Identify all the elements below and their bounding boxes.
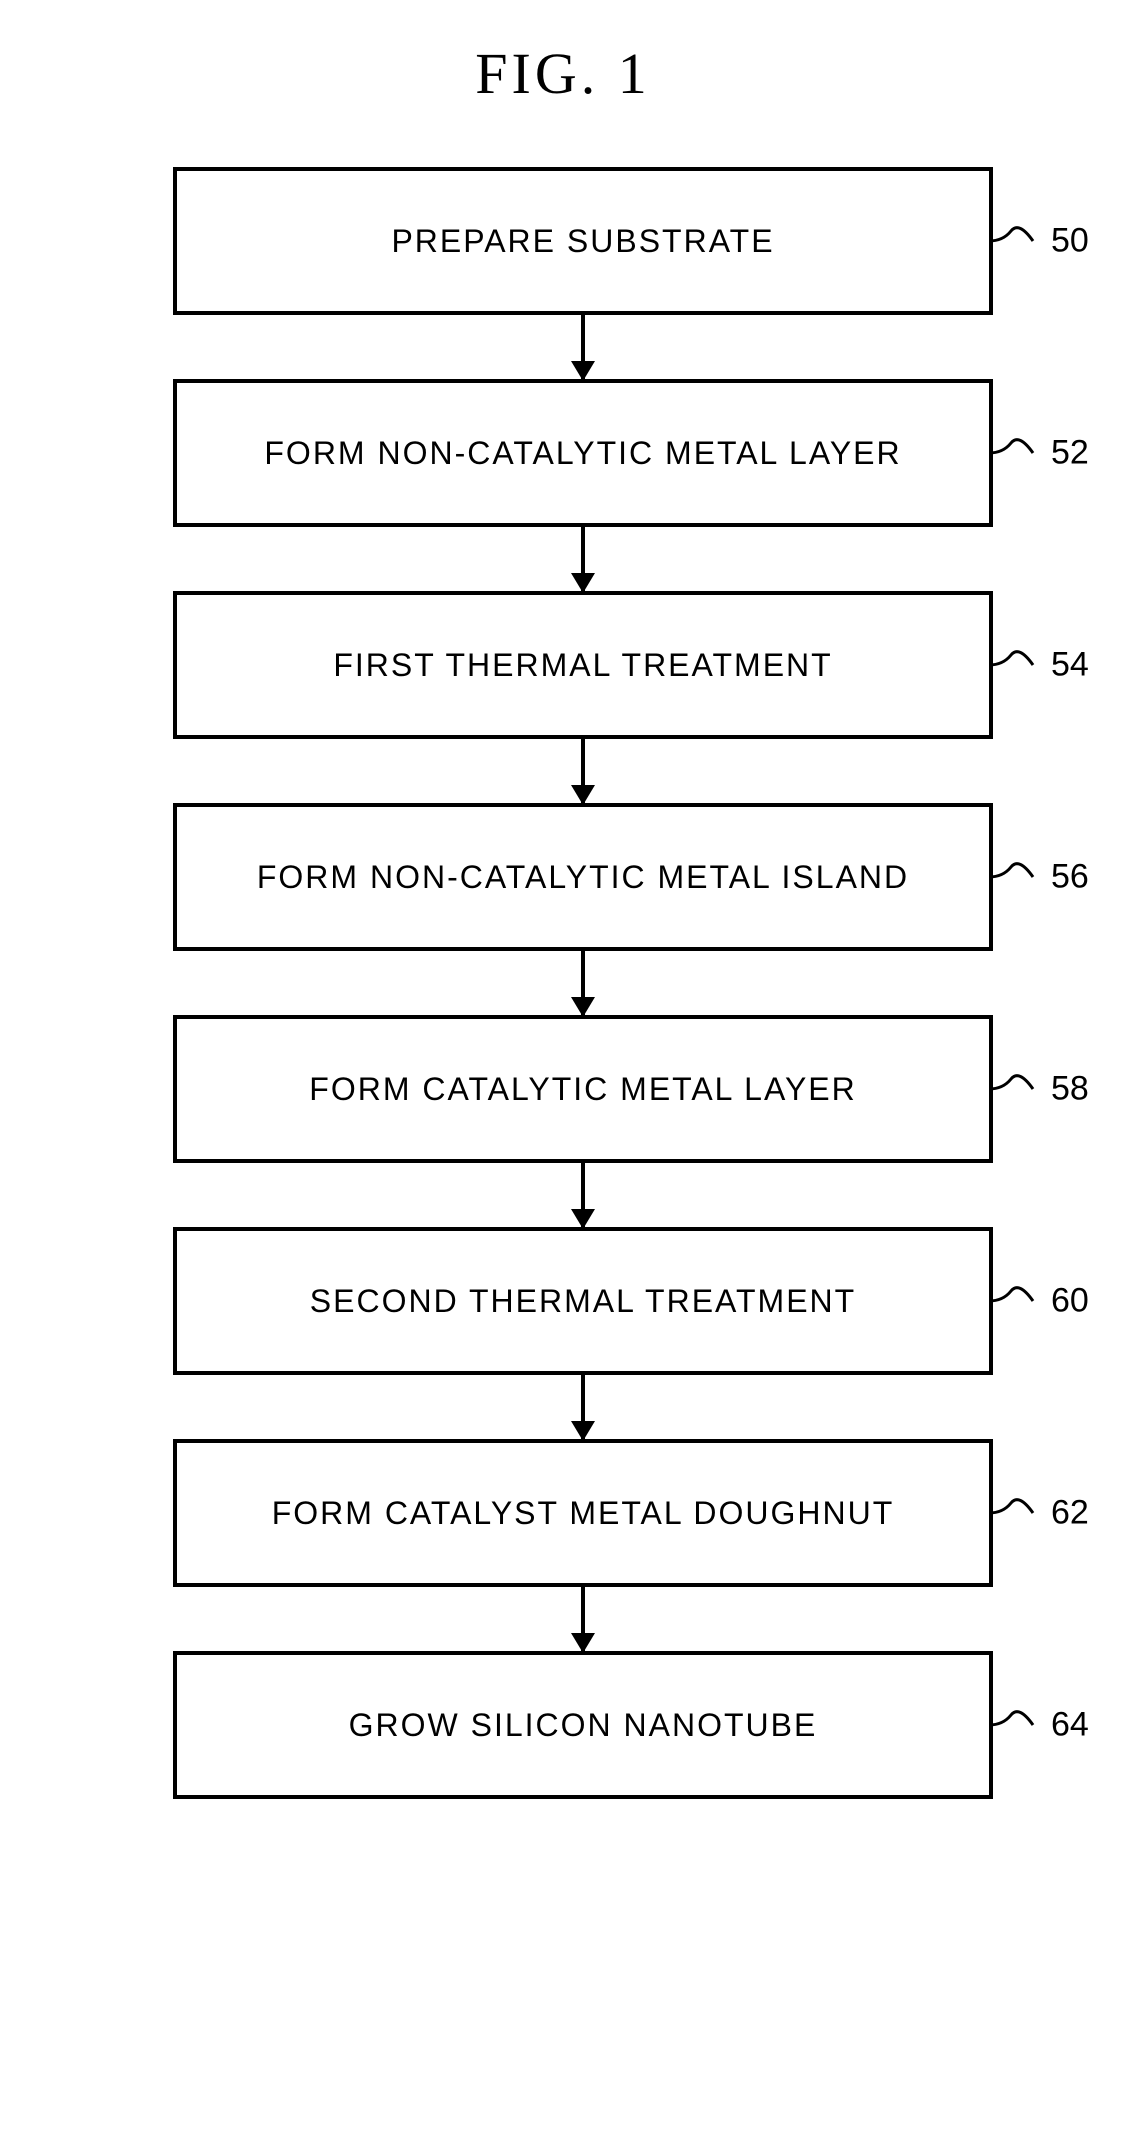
ref-connector: 50 — [989, 219, 1045, 263]
flow-arrow-icon — [581, 1587, 585, 1651]
step-ref: 56 — [1051, 858, 1089, 897]
step-label: FIRST THERMAL TREATMENT — [333, 647, 832, 684]
flow-arrow-icon — [581, 1163, 585, 1227]
step-label: FORM NON-CATALYTIC METAL ISLAND — [257, 859, 909, 896]
step-box: FORM CATALYST METAL DOUGHNUT 62 — [173, 1439, 993, 1587]
flow-arrow-icon — [581, 951, 585, 1015]
step-ref: 54 — [1051, 646, 1089, 685]
step-label: FORM CATALYST METAL DOUGHNUT — [272, 1495, 895, 1532]
step-label: FORM NON-CATALYTIC METAL LAYER — [264, 435, 901, 472]
step-ref: 64 — [1051, 1706, 1089, 1745]
connector-curve-icon — [989, 1279, 1045, 1323]
ref-connector: 54 — [989, 643, 1045, 687]
step-label: GROW SILICON NANOTUBE — [349, 1707, 818, 1744]
step-box: GROW SILICON NANOTUBE 64 — [173, 1651, 993, 1799]
step-ref: 58 — [1051, 1070, 1089, 1109]
step-label: SECOND THERMAL TREATMENT — [310, 1283, 856, 1320]
step-box: FORM CATALYTIC METAL LAYER 58 — [173, 1015, 993, 1163]
ref-connector: 64 — [989, 1703, 1045, 1747]
ref-connector: 52 — [989, 431, 1045, 475]
step-label: PREPARE SUBSTRATE — [391, 223, 774, 260]
step-ref: 52 — [1051, 434, 1089, 473]
ref-connector: 56 — [989, 855, 1045, 899]
connector-curve-icon — [989, 1703, 1045, 1747]
flow-arrow-icon — [581, 527, 585, 591]
step-ref: 60 — [1051, 1282, 1089, 1321]
step-ref: 50 — [1051, 222, 1089, 261]
step-box: FORM NON-CATALYTIC METAL LAYER 52 — [173, 379, 993, 527]
flowchart: PREPARE SUBSTRATE 50 FORM NON-CATALYTIC … — [60, 167, 1106, 1799]
connector-curve-icon — [989, 643, 1045, 687]
figure-title: FIG. 1 — [20, 40, 1106, 107]
flow-arrow-icon — [581, 315, 585, 379]
flow-arrow-icon — [581, 1375, 585, 1439]
step-box: FORM NON-CATALYTIC METAL ISLAND 56 — [173, 803, 993, 951]
ref-connector: 58 — [989, 1067, 1045, 1111]
connector-curve-icon — [989, 1067, 1045, 1111]
step-label: FORM CATALYTIC METAL LAYER — [309, 1071, 856, 1108]
step-box: FIRST THERMAL TREATMENT 54 — [173, 591, 993, 739]
connector-curve-icon — [989, 431, 1045, 475]
step-ref: 62 — [1051, 1494, 1089, 1533]
step-box: SECOND THERMAL TREATMENT 60 — [173, 1227, 993, 1375]
ref-connector: 60 — [989, 1279, 1045, 1323]
step-box: PREPARE SUBSTRATE 50 — [173, 167, 993, 315]
connector-curve-icon — [989, 855, 1045, 899]
ref-connector: 62 — [989, 1491, 1045, 1535]
connector-curve-icon — [989, 1491, 1045, 1535]
connector-curve-icon — [989, 219, 1045, 263]
flow-arrow-icon — [581, 739, 585, 803]
